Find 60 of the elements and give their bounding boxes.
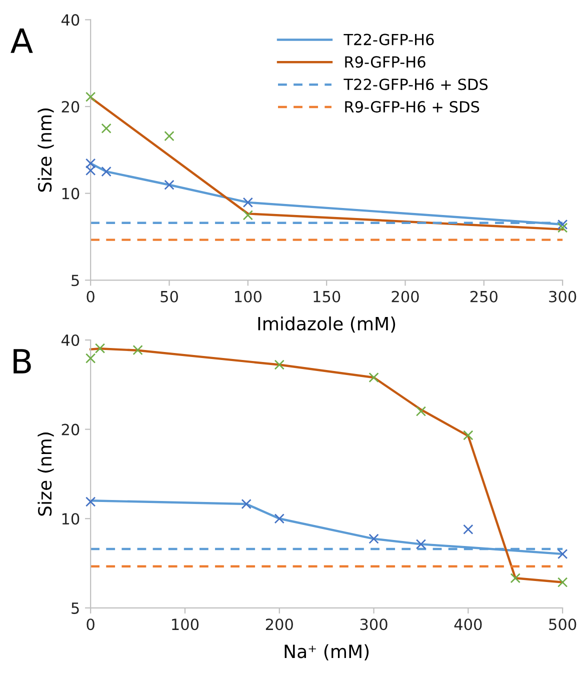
point xyxy=(463,524,474,534)
y-axis-title: Size (nm) xyxy=(38,108,54,192)
point xyxy=(557,219,568,230)
point xyxy=(86,92,96,102)
y-tick-label: 10 xyxy=(62,188,80,200)
x-axis-title: Imidazole (mM) xyxy=(258,316,396,333)
legend-label: T22-GFP-H6 + SDS xyxy=(344,78,488,90)
text: A xyxy=(10,28,33,53)
y-tick-label: 20 xyxy=(62,101,80,113)
x-tick-label: 50 xyxy=(160,290,178,302)
x-tick-label: 100 xyxy=(235,290,262,302)
point xyxy=(164,130,174,142)
point xyxy=(86,496,96,507)
x-tick-label: 250 xyxy=(470,290,498,302)
y-tick-label: 20 xyxy=(62,424,80,436)
y-tick-label: 10 xyxy=(62,513,80,525)
point xyxy=(86,158,96,168)
point xyxy=(86,165,96,176)
point xyxy=(241,498,252,510)
y-tick-label: 5 xyxy=(72,602,79,614)
legend-label: R9-GFP-H6 xyxy=(345,56,426,68)
y-tick-label: 40 xyxy=(61,334,80,346)
point xyxy=(132,344,143,356)
y-axis-title: Size (nm) xyxy=(38,432,54,516)
text: B xyxy=(14,349,31,374)
y-tick-label: 40 xyxy=(61,14,80,26)
x-tick-label: 500 xyxy=(549,618,576,630)
point xyxy=(242,210,254,220)
point xyxy=(164,180,174,190)
point xyxy=(368,534,379,544)
point xyxy=(86,353,96,364)
x-tick-label: 200 xyxy=(392,290,419,302)
x-tick-label: 0 xyxy=(86,618,94,630)
point xyxy=(557,222,568,233)
x-tick-label: 400 xyxy=(454,618,482,630)
point xyxy=(416,406,426,416)
line-series xyxy=(89,348,564,584)
point xyxy=(463,430,474,440)
point xyxy=(101,123,112,134)
point xyxy=(557,577,568,588)
x-tick-label: 0 xyxy=(86,290,94,302)
point xyxy=(101,166,112,177)
y-tick-label: 5 xyxy=(72,274,79,286)
point xyxy=(510,573,520,584)
point xyxy=(557,548,568,560)
x-axis-title: Na⁺ (mM) xyxy=(284,644,369,660)
point xyxy=(274,360,284,370)
legend-label: T22-GFP-H6 xyxy=(344,34,434,46)
x-tick-label: 100 xyxy=(172,618,199,630)
point xyxy=(242,197,254,208)
x-tick-label: 200 xyxy=(266,618,293,630)
line-series xyxy=(89,499,564,556)
point xyxy=(94,343,106,354)
point xyxy=(368,372,379,383)
x-tick-label: 300 xyxy=(549,290,576,302)
point xyxy=(274,514,284,524)
x-tick-label: 300 xyxy=(360,618,388,630)
x-tick-label: 150 xyxy=(314,290,340,302)
legend-label: R9-GFP-H6 + SDS xyxy=(345,101,480,113)
point xyxy=(416,539,426,550)
